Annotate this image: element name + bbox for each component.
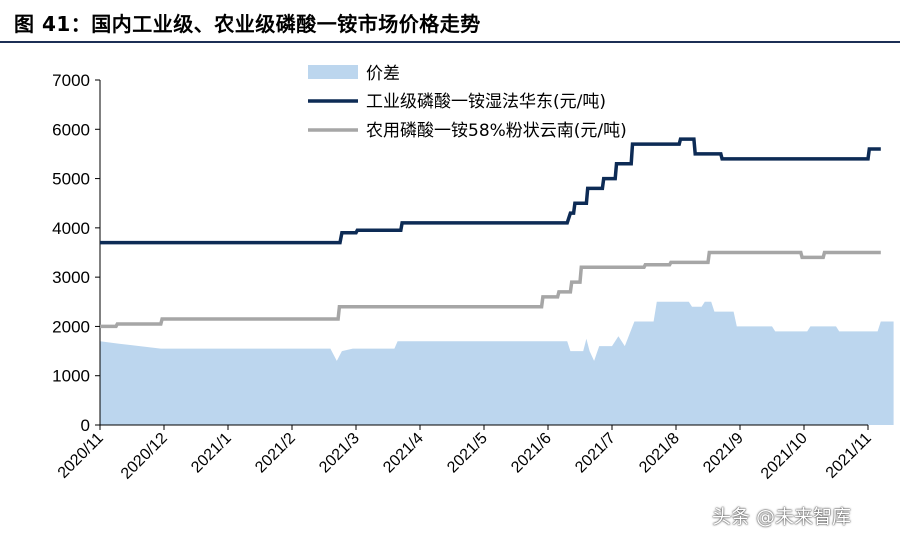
y-tick-label: 7000 <box>52 71 90 90</box>
x-tick-label: 2021/9 <box>700 430 747 477</box>
x-tick-label: 2021/1 <box>188 430 235 477</box>
x-tick-label: 2020/11 <box>55 430 107 482</box>
y-tick-label: 0 <box>81 416 90 435</box>
title-rule <box>0 41 900 43</box>
series-area-spread <box>100 301 894 425</box>
watermark: 头条 @未来智库 <box>712 506 852 528</box>
x-tick-label: 2021/7 <box>572 430 619 477</box>
x-tick-label: 2020/12 <box>118 430 171 483</box>
y-tick-label: 1000 <box>52 367 90 386</box>
legend-label: 价差 <box>366 64 400 84</box>
figure-title: 图 41：国内工业级、农业级磷酸一铵市场价格走势 <box>14 12 481 36</box>
x-tick-label: 2021/11 <box>823 430 875 482</box>
x-tick-label: 2021/6 <box>508 430 555 477</box>
x-tick-label: 2021/5 <box>444 430 491 477</box>
figure-header: 图 41：国内工业级、农业级磷酸一铵市场价格走势 <box>0 0 900 43</box>
x-tick-label: 2021/3 <box>316 430 363 477</box>
legend-label: 工业级磷酸一铵湿法华东(元/吨) <box>366 92 606 112</box>
y-tick-label: 6000 <box>52 120 90 139</box>
x-tick-label: 2021/4 <box>380 430 427 477</box>
y-tick-label: 5000 <box>52 170 90 189</box>
y-tick-label: 2000 <box>52 317 90 336</box>
x-tick-label: 2021/2 <box>252 430 299 477</box>
legend-label: 农用磷酸一铵58%粉状云南(元/吨) <box>366 121 627 141</box>
x-tick-label: 2021/10 <box>758 430 811 483</box>
y-tick-label: 4000 <box>52 219 90 238</box>
x-tick-label: 2021/8 <box>636 430 683 477</box>
legend-swatch-spread <box>308 65 358 79</box>
series-line-industrial <box>100 137 881 245</box>
y-tick-label: 3000 <box>52 268 90 287</box>
series-line-agricultural <box>100 250 881 329</box>
